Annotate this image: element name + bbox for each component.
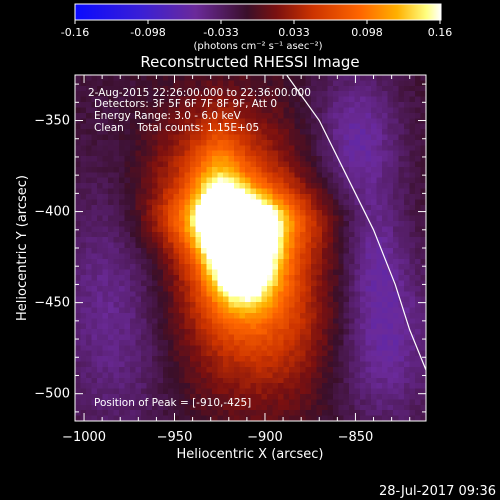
x-tick-label: −950 [157,430,193,445]
x-axis-label: Heliocentric X (arcsec) [177,447,324,462]
chart-title: Reconstructed RHESSI Image [140,53,359,71]
info-clean-counts: Clean Total counts: 1.15E+05 [94,122,259,134]
colorbar-tick-1: -0.098 [130,26,165,39]
y-tick-label: −350 [34,114,70,129]
x-tick-label: −900 [247,430,283,445]
colorbar-tick-4: 0.098 [351,26,383,39]
y-axis-label: Heliocentric Y (arcsec) [15,175,30,321]
y-tick-label: −400 [34,205,70,220]
plot-area [75,75,426,421]
heatmap-image [75,75,426,421]
info-energy-range: Energy Range: 3.0 - 6.0 keV [94,110,242,122]
y-tick-label: −450 [34,296,70,311]
info-peak-position: Position of Peak = [-910,-425] [94,397,251,409]
y-axis-ticks: −350 −400 −450 −500 [34,83,426,413]
x-tick-label: −850 [338,430,374,445]
colorbar-tick-2: -0.033 [203,26,238,39]
x-tick-label: −1000 [62,430,106,445]
colorbar-tick-0: -0.16 [61,26,89,39]
y-tick-label: −500 [34,387,70,402]
colorbar: -0.16 -0.098 -0.033 0.033 0.098 0.16 (ph… [61,3,453,52]
colorbar-gradient [74,3,442,21]
colorbar-units: (photons cm⁻² s⁻¹ asec⁻²) [193,41,322,52]
x-axis-ticks: −1000 −950 −900 −850 [62,75,411,445]
footer-date: 28-Jul-2017 09:36 [379,484,496,499]
info-time-range: 2-Aug-2015 22:26:00.000 to 22:36:00.000 [88,87,311,99]
info-detectors: Detectors: 3F 5F 6F 7F 8F 9F, Att 0 [94,98,277,110]
colorbar-tick-5: 0.16 [428,26,453,39]
colorbar-ticks [74,20,441,24]
colorbar-tick-3: 0.033 [278,26,310,39]
solar-limb-line [286,75,426,371]
